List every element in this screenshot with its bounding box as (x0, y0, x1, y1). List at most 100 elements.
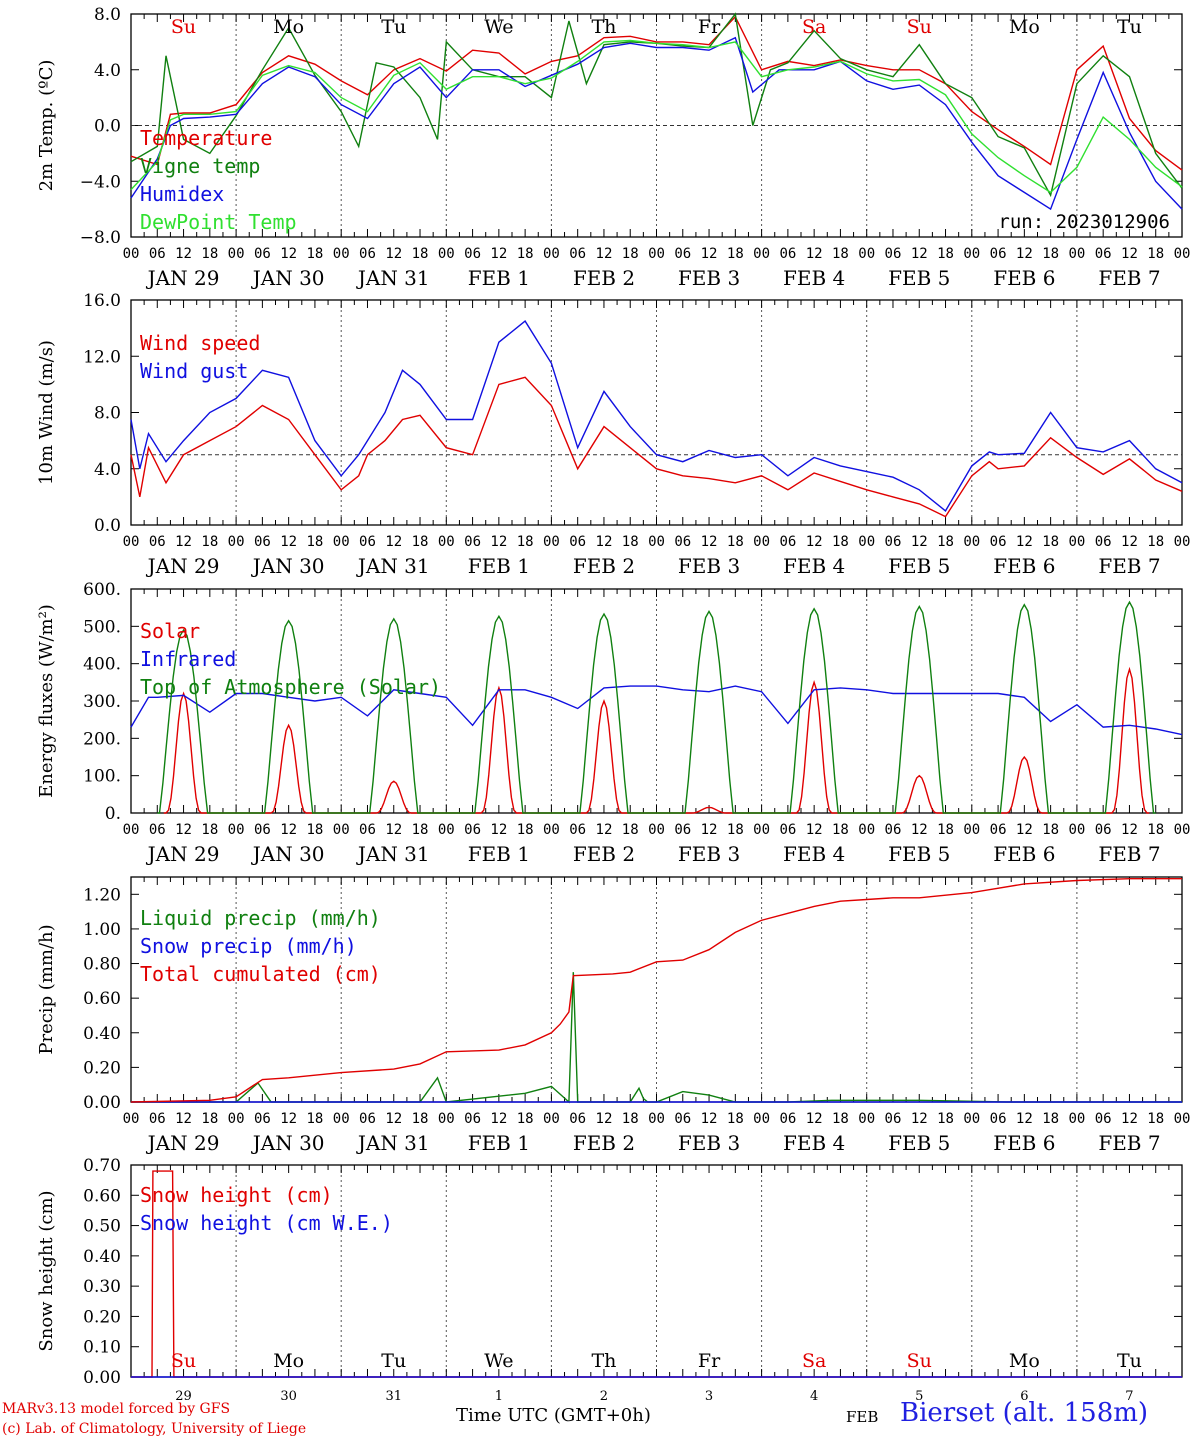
hour-tick-label: 00 (543, 534, 560, 550)
y-axis-label: 10m Wind (m/s) (36, 340, 57, 485)
month-label: FEB (846, 1408, 879, 1426)
hour-tick-label: 06 (254, 1111, 271, 1127)
hour-tick-label: 12 (596, 1111, 613, 1127)
hour-tick-label: 12 (280, 1111, 297, 1127)
y-tick-label: 300. (83, 692, 121, 712)
day-number-label: 31 (385, 1389, 402, 1404)
hour-tick-label: 18 (622, 1111, 639, 1127)
hour-tick-label: 06 (1095, 246, 1112, 262)
hour-tick-label: 06 (464, 534, 481, 550)
date-label: JAN 30 (251, 554, 325, 578)
date-label: FEB 3 (678, 554, 740, 578)
hour-tick-label: 12 (385, 246, 402, 262)
hour-tick-label: 00 (543, 246, 560, 262)
hour-tick-label: 00 (1068, 822, 1085, 838)
day-of-week-label: Mo (273, 16, 304, 38)
day-of-week-label: Sa (802, 16, 826, 38)
hour-tick-label: 06 (149, 246, 166, 262)
day-of-week-label: Su (171, 1350, 196, 1372)
hour-tick-label: 00 (1068, 534, 1085, 550)
hour-tick-label: 00 (1174, 822, 1191, 838)
legend-entry: Snow precip (mm/h) (140, 934, 357, 958)
hour-tick-label: 00 (543, 1111, 560, 1127)
legend-entry: Vigne temp (140, 154, 260, 178)
day-of-week-label: Fr (698, 1350, 721, 1372)
hour-tick-label: 00 (648, 534, 665, 550)
date-label: FEB 1 (468, 266, 530, 290)
hour-tick-label: 06 (990, 1111, 1007, 1127)
hour-tick-label: 06 (1095, 534, 1112, 550)
hour-tick-label: 00 (858, 822, 875, 838)
panel-5: 0.70 0.60 0.50 0.40 0.30 0.20 0.10 0.00 Snow hei… (36, 1156, 1183, 1404)
hour-tick-label: 12 (280, 246, 297, 262)
hour-tick-label: 12 (596, 534, 613, 550)
hour-tick-label: 06 (569, 534, 586, 550)
date-label: FEB 7 (1098, 842, 1160, 866)
hour-tick-label: 12 (911, 534, 928, 550)
hour-tick-label: 18 (937, 822, 954, 838)
hour-tick-label: 00 (858, 534, 875, 550)
time-axis-label: Time UTC (GMT+0h) (456, 1405, 651, 1426)
hour-tick-label: 12 (806, 246, 823, 262)
y-tick-label: 4.0 (94, 460, 121, 480)
date-label: FEB 2 (573, 842, 635, 866)
date-label: FEB 7 (1098, 266, 1160, 290)
date-label: FEB 1 (468, 842, 530, 866)
hour-tick-label: 06 (464, 822, 481, 838)
y-tick-label: 0.60 (83, 1186, 121, 1206)
date-label: FEB 4 (783, 554, 845, 578)
hour-tick-label: 18 (727, 1111, 744, 1127)
hour-tick-label: 12 (911, 1111, 928, 1127)
hour-tick-label: 00 (123, 1111, 140, 1127)
hour-tick-label: 18 (1147, 534, 1164, 550)
hour-tick-label: 18 (306, 246, 323, 262)
hour-tick-label: 06 (569, 246, 586, 262)
series-line-wind-speed (130, 376, 1183, 518)
hour-tick-label: 18 (1147, 1111, 1164, 1127)
y-tick-label: 0.0 (94, 117, 121, 137)
hour-tick-label: 06 (359, 822, 376, 838)
date-label: FEB 6 (993, 1131, 1055, 1155)
hour-tick-label: 18 (622, 246, 639, 262)
panel-1: 8.0 4.0 0.0 −4.0 −8.0 2m Temp. (ºC) Temperatur… (36, 5, 1190, 290)
date-label: JAN 30 (251, 842, 325, 866)
day-of-week-label: Tu (381, 16, 406, 38)
panel-2: 16.0 12.0 8.0 4.0 0.0 10m Wind (m/s) Wind spee… (36, 291, 1190, 578)
day-of-week-label: Tu (1117, 1350, 1142, 1372)
hour-tick-label: 12 (385, 822, 402, 838)
hour-tick-label: 12 (911, 246, 928, 262)
hour-tick-label: 12 (175, 246, 192, 262)
hour-tick-label: 00 (1174, 1111, 1191, 1127)
date-label: FEB 7 (1098, 1131, 1160, 1155)
y-tick-label: −4.0 (80, 172, 121, 192)
y-tick-label: 100. (83, 767, 121, 787)
y-tick-label: 0.20 (83, 1058, 121, 1078)
date-label: JAN 29 (146, 1131, 220, 1155)
day-of-week-label: Su (907, 1350, 932, 1372)
hour-tick-label: 00 (858, 246, 875, 262)
date-label: JAN 31 (356, 266, 430, 290)
y-tick-label: 0.50 (83, 1217, 121, 1237)
y-tick-label: 400. (83, 655, 121, 675)
hour-tick-label: 00 (228, 534, 245, 550)
hour-tick-label: 06 (359, 246, 376, 262)
legend-entry: Liquid precip (mm/h) (140, 906, 381, 930)
y-tick-label: 0.80 (83, 955, 121, 975)
hour-tick-label: 18 (832, 246, 849, 262)
day-number-label: 3 (705, 1389, 713, 1404)
date-label: JAN 31 (356, 554, 430, 578)
hour-tick-label: 12 (490, 246, 507, 262)
legend-entry: Humidex (140, 182, 224, 206)
y-tick-label: 0.70 (83, 1156, 121, 1176)
hour-tick-label: 12 (911, 822, 928, 838)
hour-tick-label: 06 (254, 822, 271, 838)
hour-tick-label: 18 (306, 534, 323, 550)
hour-tick-label: 06 (1095, 1111, 1112, 1127)
hour-tick-label: 00 (753, 246, 770, 262)
hour-tick-label: 06 (779, 1111, 796, 1127)
panel-4: 1.20 1.00 0.80 0.60 0.40 0.20 0.00 Precip (mm/h… (36, 876, 1191, 1155)
legend-entry: Snow height (cm W.E.) (140, 1211, 393, 1235)
date-label: JAN 30 (251, 266, 325, 290)
y-tick-label: 0.30 (83, 1277, 121, 1297)
y-tick-label: 1.00 (83, 920, 121, 940)
